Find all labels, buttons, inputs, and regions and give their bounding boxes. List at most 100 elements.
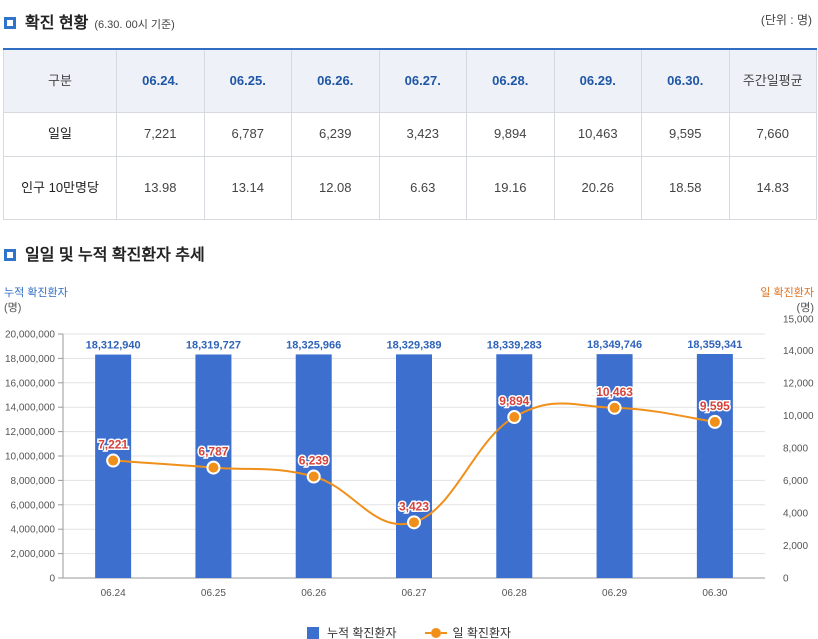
bar: [596, 354, 633, 578]
trend-chart: 누적 확진환자 (명) 일 확진환자 (명) 20,000,000 18,000,000 1…: [4, 285, 814, 599]
left-tick-label: 16,000,000: [5, 378, 55, 389]
left-tick-label: 0: [49, 574, 55, 585]
table-cell: 13.14: [203, 155, 292, 220]
table-header-cell: 06.28.: [466, 48, 555, 113]
table-header-cell: 06.27.: [378, 48, 467, 113]
bar-data-label: 18,339,283: [487, 339, 542, 351]
table-cell: 13.98: [116, 155, 205, 220]
bar-data-label: 18,325,966: [286, 339, 341, 351]
left-axis-unit: (명): [4, 301, 21, 314]
table-cell: 6,239: [291, 111, 380, 157]
line-point: [106, 453, 121, 468]
status-title: 확진 현황: [25, 15, 89, 32]
x-tick-label: 06.30: [702, 588, 727, 599]
left-tick-label: 18,000,000: [5, 354, 55, 365]
legend-line-label: 일 확진환자: [452, 626, 512, 639]
line-point: [407, 515, 421, 530]
line-point: [607, 400, 622, 415]
chart-legend: 누적 확진환자 일 확진환자: [0, 624, 818, 639]
line-point: [206, 460, 221, 475]
table-cell: 10,463: [553, 111, 642, 157]
table-header-cell: 06.26.: [291, 48, 380, 113]
x-tick-label: 06.24: [101, 588, 126, 599]
left-tick-label: 12,000,000: [5, 427, 55, 438]
x-tick-label: 06.26: [301, 588, 326, 599]
table-cell: 6,787: [203, 111, 292, 157]
table-cell: 20.26: [553, 155, 642, 220]
line-data-label: 6,239: [299, 454, 329, 468]
left-tick-label: 10,000,000: [5, 452, 55, 463]
line-data-label: 10,463: [596, 385, 633, 399]
unit-label: (단위 : 명): [760, 13, 812, 27]
right-tick-label: 6,000: [783, 476, 808, 487]
table-header-cell: 06.24.: [116, 48, 205, 113]
row-label: 일일: [3, 111, 117, 157]
line-data-label: 9,595: [700, 399, 730, 413]
x-tick-label: 06.28: [502, 588, 527, 599]
left-tick-label: 20,000,000: [5, 330, 55, 341]
bar: [696, 354, 733, 578]
table-header-cell: 06.30.: [641, 48, 730, 113]
left-tick-label: 6,000,000: [11, 500, 56, 511]
legend-bar-swatch: [306, 626, 319, 639]
table-header-cell: 06.25.: [203, 48, 292, 113]
table-cell: 18.58: [641, 155, 730, 220]
status-table: 구분 06.24. 06.25. 06.26. 06.27. 06.28. 06…: [3, 48, 817, 220]
left-tick-label: 2,000,000: [11, 549, 56, 560]
table-row: 일일 7,221 6,787 6,239 3,423 9,894 10,463 …: [3, 111, 817, 157]
status-note: (6.30. 00시 기준): [94, 19, 175, 31]
table-cell: 7,221: [116, 111, 205, 157]
line-data-label: 3,423: [399, 499, 429, 513]
table-cell: 3,423: [378, 111, 467, 157]
line-point: [306, 469, 321, 484]
table-cell: 6.63: [378, 155, 467, 220]
table-row: 인구 10만명당 13.98 13.14 12.08 6.63 19.16 20…: [3, 155, 817, 220]
bar-data-label: 18,329,389: [386, 339, 441, 351]
trend-section-header: 일일 및 누적 확진환자 추세: [4, 241, 205, 265]
table-cell: 19.16: [466, 155, 555, 220]
bar-data-label: 18,359,341: [687, 339, 742, 351]
right-tick-label: 0: [783, 574, 789, 585]
square-bullet-icon: [4, 249, 16, 261]
legend-item-line: 일 확진환자: [424, 624, 512, 639]
x-tick-label: 06.27: [401, 588, 426, 599]
line-data-label: 7,221: [98, 438, 128, 452]
square-bullet-icon: [4, 17, 16, 29]
line-point: [507, 410, 522, 425]
x-tick-label: 06.29: [602, 588, 627, 599]
bar-data-label: 18,319,727: [186, 339, 241, 351]
trend-title: 일일 및 누적 확진환자 추세: [25, 247, 205, 264]
right-tick-label: 8,000: [783, 443, 808, 454]
right-tick-label: 14,000: [783, 346, 814, 357]
bar: [396, 354, 432, 578]
bar: [295, 354, 332, 578]
left-tick-label: 4,000,000: [11, 525, 56, 536]
table-header-row: 구분 06.24. 06.25. 06.26. 06.27. 06.28. 06…: [3, 48, 817, 113]
left-axis-title: 누적 확진환자: [4, 286, 68, 299]
right-axis-title: 일 확진환자: [760, 285, 814, 299]
line-data-label: 6,787: [198, 445, 228, 459]
bar-data-label: 18,312,940: [86, 340, 141, 352]
table-cell: 9,595: [641, 111, 730, 157]
table-cell: 7,660: [728, 111, 817, 157]
x-tick-label: 06.25: [201, 588, 226, 599]
left-tick-label: 8,000,000: [11, 476, 56, 487]
right-tick-label: 2,000: [783, 541, 808, 552]
table-header-cell: 06.29.: [553, 48, 642, 113]
left-tick-label: 14,000,000: [5, 403, 55, 414]
row-label: 인구 10만명당: [3, 155, 117, 220]
legend-bar-label: 누적 확진환자: [326, 626, 397, 639]
right-tick-label: 4,000: [783, 508, 808, 519]
table-cell: 14.83: [728, 155, 817, 220]
legend-line-swatch: [424, 627, 447, 639]
line-data-label: 9,894: [499, 394, 529, 408]
table-cell: 9,894: [466, 111, 555, 157]
line-point: [707, 414, 722, 429]
table-header-cell: 구분: [3, 48, 117, 113]
table-header-cell: 주간일평균: [728, 48, 817, 113]
right-tick-label: 12,000: [783, 378, 814, 389]
right-tick-label: 10,000: [783, 411, 814, 422]
status-section-header: 확진 현황 (6.30. 00시 기준): [4, 9, 175, 33]
bar: [496, 354, 533, 578]
bar-data-label: 18,349,746: [587, 339, 642, 351]
